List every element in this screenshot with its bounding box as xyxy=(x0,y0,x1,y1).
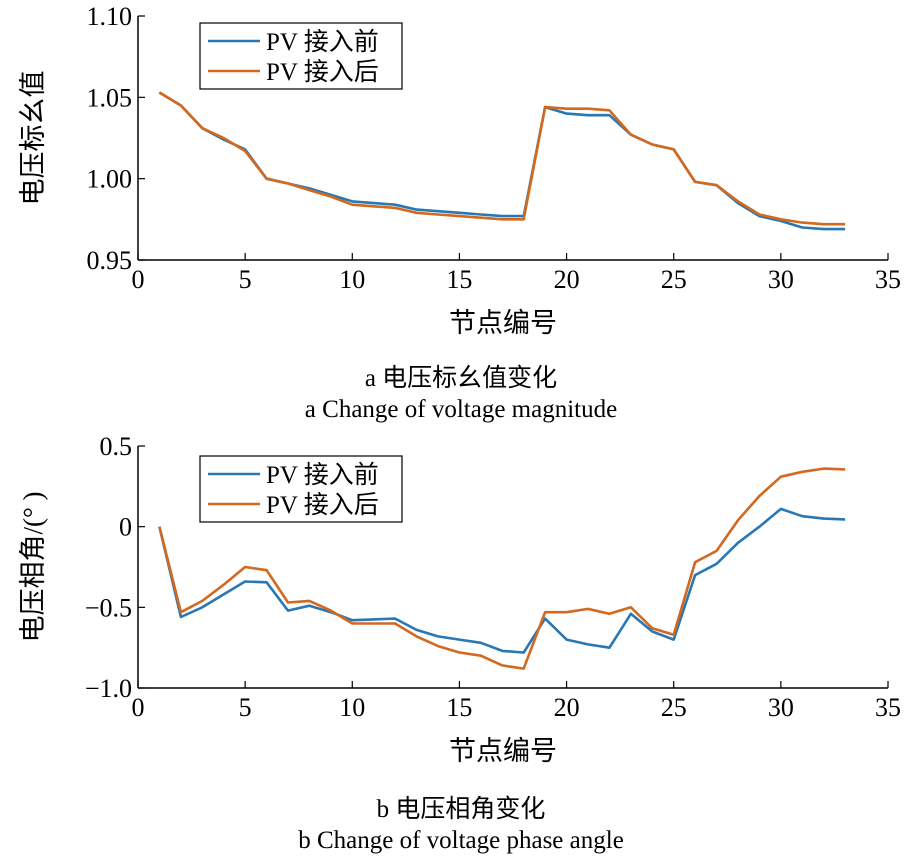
x-tick-label: 0 xyxy=(132,265,145,294)
y-axis-label: 电压标幺值 xyxy=(18,71,48,206)
x-tick-label: 30 xyxy=(768,693,794,722)
y-tick-label: 0.95 xyxy=(87,246,133,275)
chart-a-caption-cn: a 电压标幺值变化 xyxy=(364,365,558,392)
y-tick-label: 1.00 xyxy=(87,165,133,194)
x-tick-label: 20 xyxy=(554,265,580,294)
x-tick-label: 30 xyxy=(768,265,794,294)
x-tick-label: 10 xyxy=(339,693,365,722)
x-tick-label: 35 xyxy=(875,265,901,294)
y-tick-label: 0 xyxy=(119,513,132,542)
chart-a: 0 5 10 15 20 25 30 35 0.95 1.00 1.05 1.10 节点编号 电压标幺值 P… xyxy=(18,2,901,338)
x-tick-label: 25 xyxy=(661,265,687,294)
y-tick-label: 1.05 xyxy=(87,83,133,112)
x-tick-label: 10 xyxy=(339,265,365,294)
x-axis-label: 节点编号 xyxy=(449,308,557,338)
x-tick-label: 15 xyxy=(446,265,472,294)
legend-entry: PV 接入前 xyxy=(266,28,379,56)
legend-entry: PV 接入后 xyxy=(266,58,379,86)
x-tick-label: 35 xyxy=(875,693,901,722)
series-line-after-pv xyxy=(158,467,846,670)
chart-a-caption-en: a Change of voltage magnitude xyxy=(304,396,618,423)
y-tick-label: 0.5 xyxy=(100,432,133,461)
x-tick-label: 15 xyxy=(446,693,472,722)
legend-box xyxy=(199,455,403,523)
legend-entry: PV 接入后 xyxy=(266,491,379,519)
chart-b-caption-cn: b 电压相角变化 xyxy=(376,796,546,823)
x-tick-label: 5 xyxy=(239,265,252,294)
series-line-after-pv xyxy=(158,91,846,226)
y-tick-label: −1.0 xyxy=(85,674,132,703)
y-tick-label: −0.5 xyxy=(85,593,132,622)
x-tick-label: 0 xyxy=(132,693,145,722)
chart-b: 0 5 10 15 20 25 30 35 −1.0 −0.5 0 0.5 节点编号 电压相角/(° ) P… xyxy=(18,432,901,766)
y-axis-label: 电压相角/(° ) xyxy=(18,491,48,642)
series-line-before-pv xyxy=(158,507,846,654)
legend-box xyxy=(199,22,403,90)
chart-b-caption-en: b Change of voltage phase angle xyxy=(298,827,624,854)
x-tick-label: 20 xyxy=(554,693,580,722)
y-tick-label: 1.10 xyxy=(87,2,133,31)
x-tick-label: 5 xyxy=(239,693,252,722)
x-axis-label: 节点编号 xyxy=(449,736,557,766)
legend-entry: PV 接入前 xyxy=(266,461,379,489)
series-line-before-pv xyxy=(158,91,846,231)
x-tick-label: 25 xyxy=(661,693,687,722)
